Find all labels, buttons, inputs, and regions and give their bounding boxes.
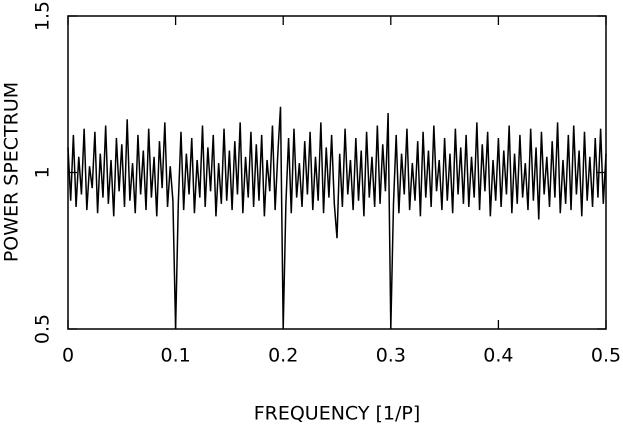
x-tick-label: 0.4: [483, 345, 513, 367]
y-tick-label: 1.5: [32, 1, 54, 31]
x-tick-label: 0.3: [376, 345, 406, 367]
x-tick-label: 0.5: [591, 345, 621, 367]
y-tick-label: 1: [32, 166, 54, 178]
x-tick-label: 0.1: [160, 345, 190, 367]
spectrum-line: [67, 106, 607, 330]
x-tick-label: 0.2: [268, 345, 298, 367]
x-axis-label: FREQUENCY [1/P]: [254, 403, 421, 425]
y-axis-label: POWER SPECTRUM: [1, 82, 23, 262]
y-tick-label: 0.5: [32, 314, 54, 344]
x-tick-label: 0: [62, 345, 74, 367]
